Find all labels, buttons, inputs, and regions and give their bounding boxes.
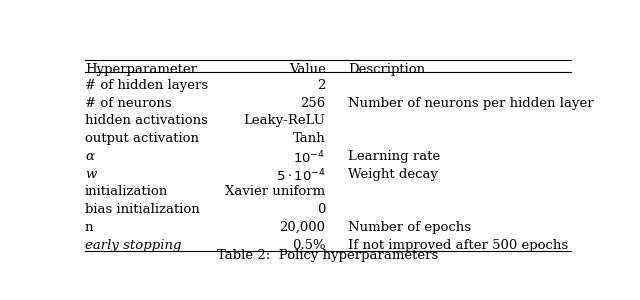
- Text: n: n: [85, 221, 93, 234]
- Text: # of hidden layers: # of hidden layers: [85, 79, 208, 92]
- Text: w: w: [85, 168, 97, 181]
- Text: 256: 256: [300, 97, 326, 110]
- Text: initialization: initialization: [85, 185, 168, 199]
- Text: $5 \cdot 10^{-4}$: $5 \cdot 10^{-4}$: [276, 168, 326, 184]
- Text: $10^{-4}$: $10^{-4}$: [293, 150, 326, 166]
- Text: Number of neurons per hidden layer: Number of neurons per hidden layer: [348, 97, 593, 110]
- Text: 2: 2: [317, 79, 326, 92]
- Text: Number of epochs: Number of epochs: [348, 221, 471, 234]
- Text: α: α: [85, 150, 94, 163]
- Text: output activation: output activation: [85, 132, 199, 145]
- Text: Learning rate: Learning rate: [348, 150, 440, 163]
- Text: 20,000: 20,000: [280, 221, 326, 234]
- Text: bias initialization: bias initialization: [85, 203, 200, 216]
- Text: 0: 0: [317, 203, 326, 216]
- Text: Leaky-ReLU: Leaky-ReLU: [243, 114, 326, 127]
- Text: Description: Description: [348, 63, 425, 76]
- Text: Xavier uniform: Xavier uniform: [225, 185, 326, 199]
- Text: Table 2:  Policy hyperparameters: Table 2: Policy hyperparameters: [218, 249, 438, 262]
- Text: 0.5%: 0.5%: [292, 239, 326, 252]
- Text: early stopping: early stopping: [85, 239, 182, 252]
- Text: Tanh: Tanh: [292, 132, 326, 145]
- Text: # of neurons: # of neurons: [85, 97, 172, 110]
- Text: If not improved after 500 epochs: If not improved after 500 epochs: [348, 239, 568, 252]
- Text: Hyperparameter: Hyperparameter: [85, 63, 197, 76]
- Text: Value: Value: [289, 63, 326, 76]
- Text: Weight decay: Weight decay: [348, 168, 438, 181]
- Text: hidden activations: hidden activations: [85, 114, 208, 127]
